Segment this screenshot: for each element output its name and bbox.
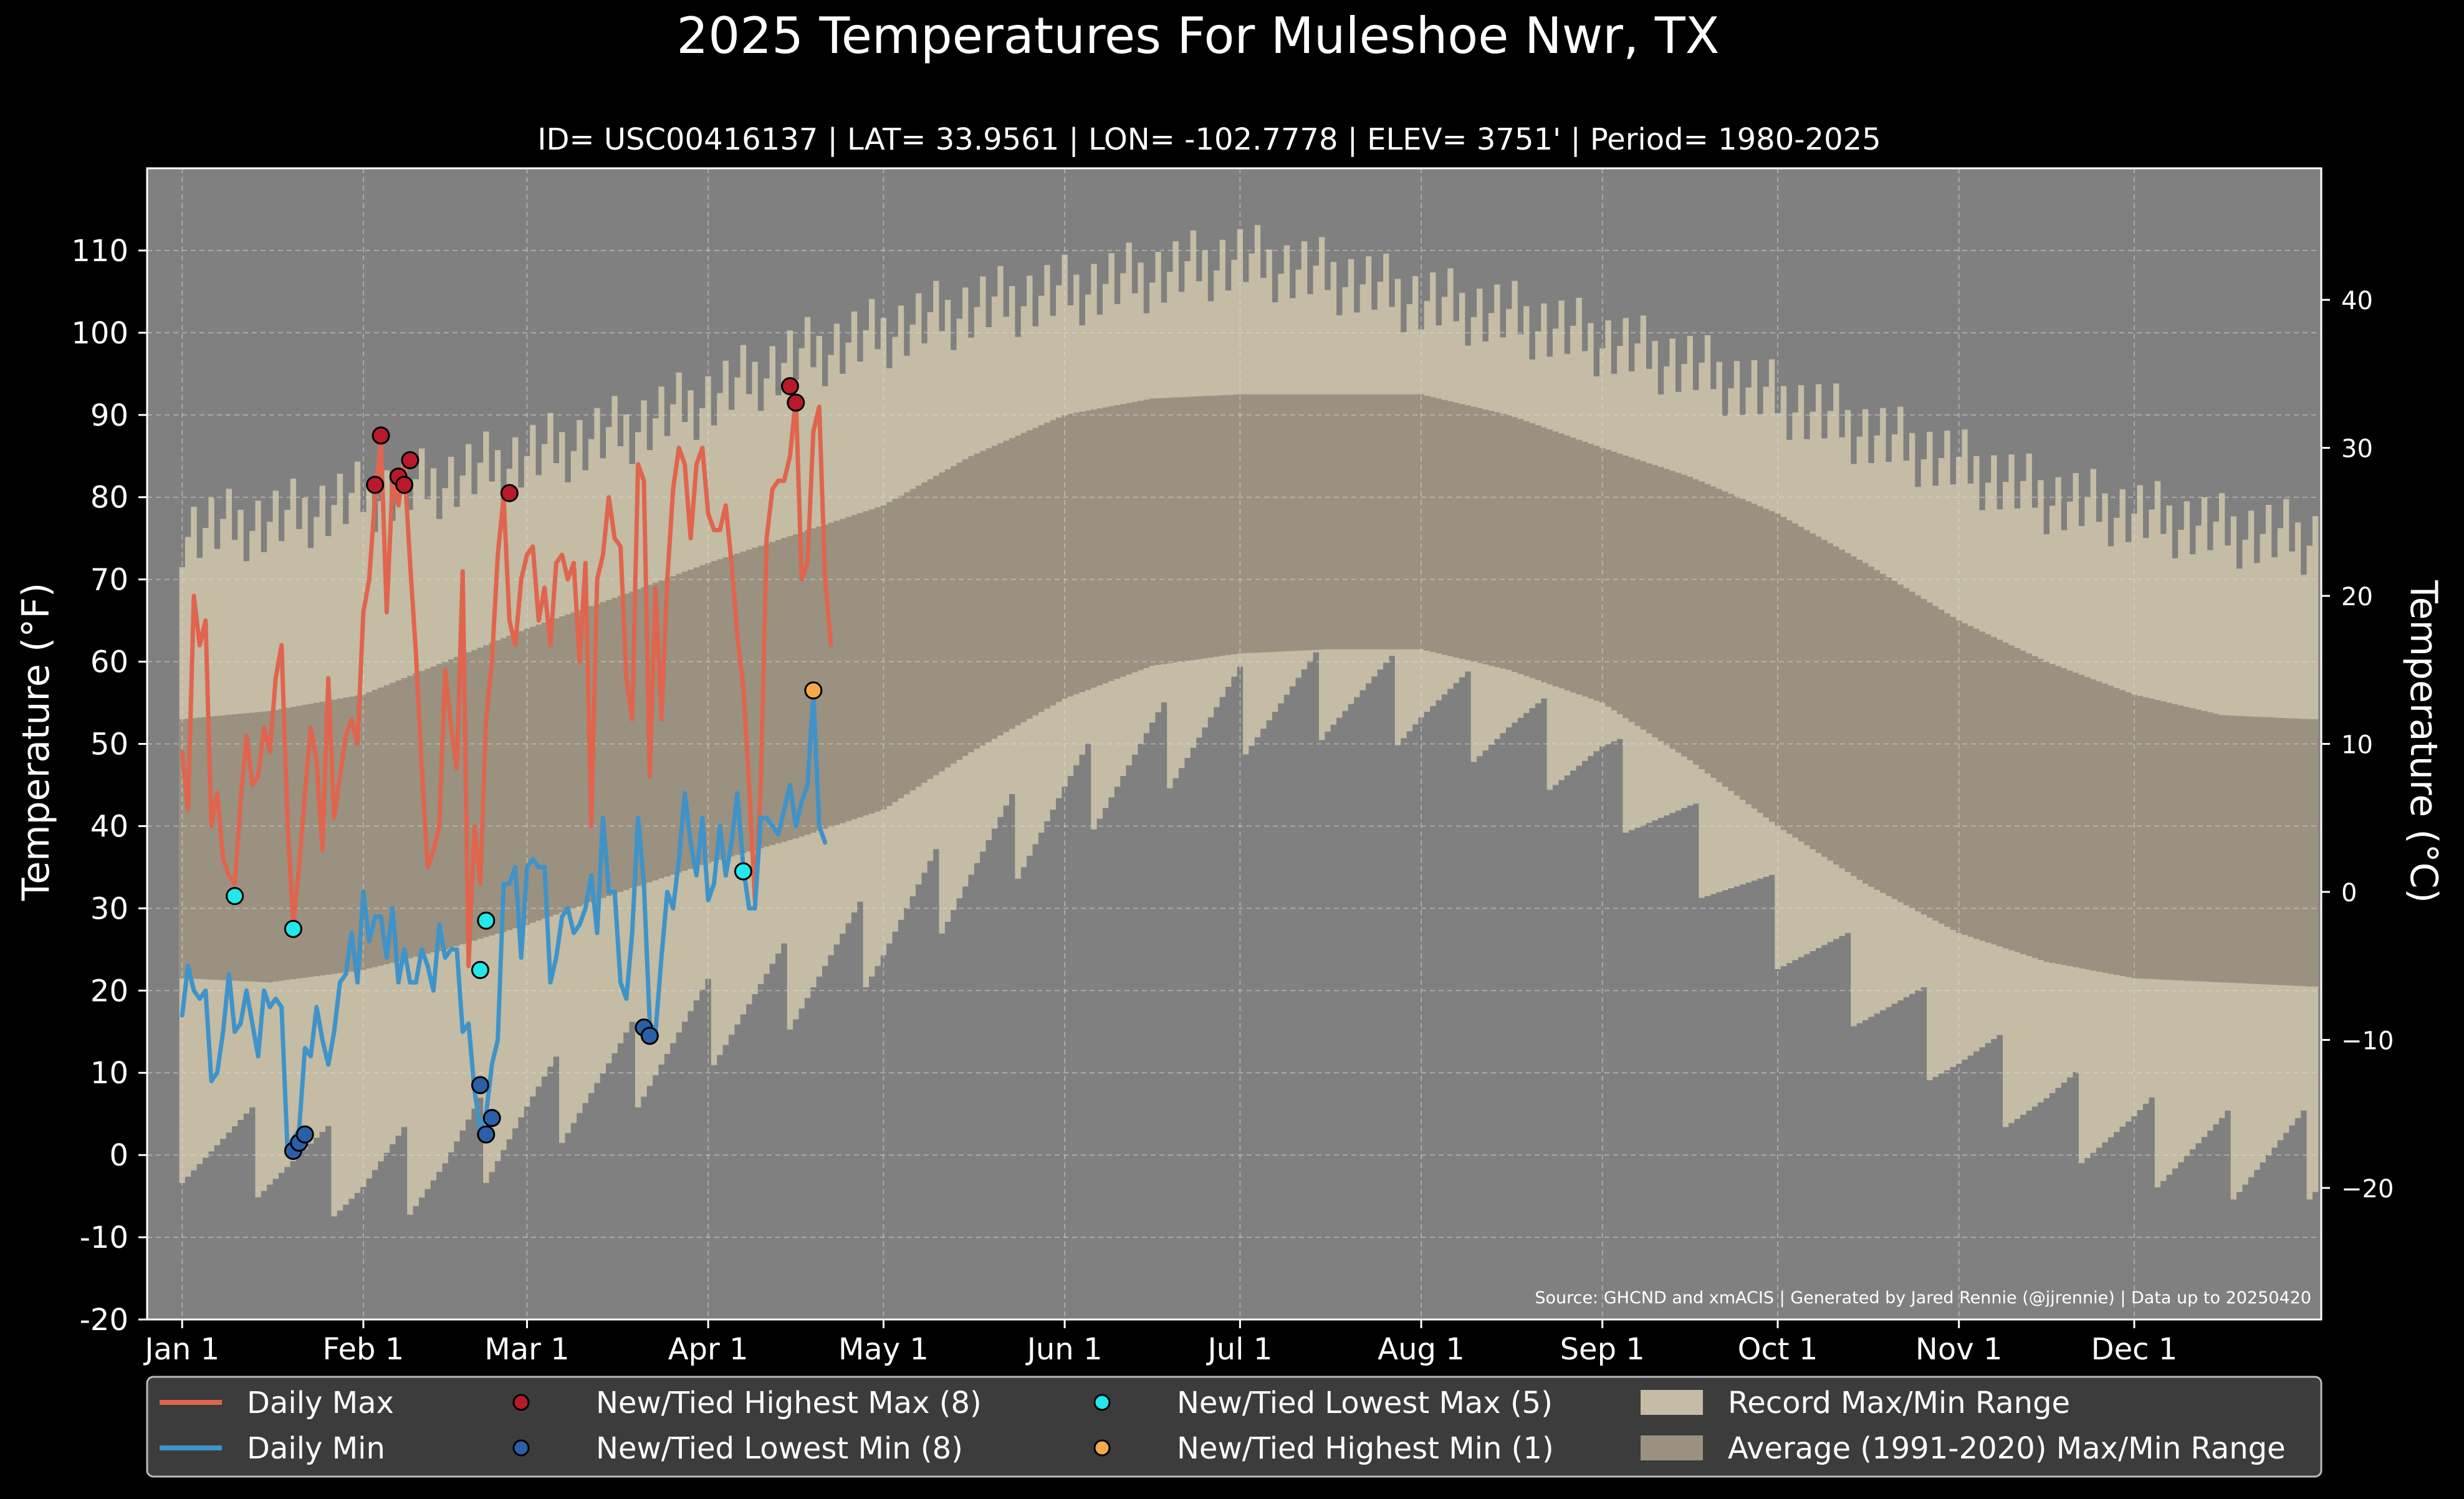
legend-label: Average (1991-2020) Max/Min Range: [1728, 1431, 2286, 1466]
legend-label: New/Tied Highest Max (8): [596, 1386, 982, 1420]
legend-label: New/Tied Highest Min (1): [1177, 1431, 1554, 1466]
y-tick-label-right: 20: [2341, 583, 2373, 611]
x-tick-label: Dec 1: [2091, 1332, 2178, 1367]
legend-label: Daily Max: [247, 1386, 394, 1420]
y-tick-label-right: 30: [2341, 435, 2373, 464]
y-tick-label-left: 50: [90, 727, 128, 762]
legend-swatch-patch: [1641, 1435, 1703, 1460]
marker-highest-max: [787, 393, 805, 412]
x-tick-label: Aug 1: [1378, 1332, 1465, 1367]
marker-lowest-min: [477, 1125, 496, 1144]
marker-highest-max: [366, 476, 385, 494]
y-axis-label-right: Temperature (°C): [2402, 580, 2445, 903]
marker-highest-max: [395, 476, 414, 494]
marker-lowest-max: [226, 887, 244, 906]
legend-swatch-patch: [1641, 1390, 1703, 1415]
legend-swatch-marker: [1093, 1439, 1111, 1457]
y-tick-label-left: -20: [80, 1303, 128, 1338]
marker-highest-min: [804, 681, 823, 700]
legend-swatch-marker: [512, 1394, 530, 1411]
daily-max-line: [180, 396, 833, 969]
x-tick-label: Sep 1: [1560, 1332, 1645, 1367]
x-tick-label: May 1: [838, 1332, 929, 1367]
legend-box: [146, 1376, 2323, 1478]
legend-label: Daily Min: [247, 1431, 385, 1466]
y-tick-label-right: 40: [2341, 287, 2373, 315]
x-tick-label: Jun 1: [1025, 1332, 1103, 1367]
x-tick-label: Nov 1: [1915, 1332, 2002, 1367]
chart-title: 2025 Temperatures For Muleshoe Nwr, TX: [676, 7, 1719, 65]
marker-lowest-max: [284, 919, 302, 938]
marker-lowest-min: [482, 1109, 501, 1128]
x-tick-label: Mar 1: [484, 1332, 569, 1367]
marker-lowest-max: [734, 862, 752, 881]
y-tick-label-left: 80: [90, 481, 128, 515]
y-tick-label-left: 10: [90, 1056, 128, 1091]
marker-lowest-max: [471, 960, 489, 979]
marker-highest-max: [401, 451, 419, 469]
y-tick-label-left: 0: [109, 1138, 128, 1173]
y-tick-label-right: 0: [2341, 879, 2357, 908]
y-tick-label-left: 40: [90, 809, 128, 844]
legend-swatch-marker: [1093, 1394, 1111, 1411]
y-axis-label-left: Temperature (°F): [14, 583, 58, 901]
marker-lowest-max: [477, 911, 496, 930]
source-note: Source: GHCND and xmACIS | Generated by …: [1535, 1288, 2311, 1308]
legend-label: Record Max/Min Range: [1728, 1386, 2070, 1420]
y-tick-label-left: 20: [90, 974, 128, 1008]
marker-highest-max: [780, 377, 799, 396]
y-tick-label-left: 30: [90, 891, 128, 926]
y-tick-label-left: 100: [71, 316, 128, 351]
x-tick-label: Apr 1: [668, 1332, 749, 1367]
y-tick-label-right: −10: [2341, 1027, 2394, 1055]
average-range-band: [179, 394, 2319, 987]
y-tick-label-right: −20: [2341, 1175, 2394, 1204]
legend-label: New/Tied Lowest Min (8): [596, 1431, 963, 1466]
y-tick-label-right: 10: [2341, 731, 2373, 760]
x-tick-label: Oct 1: [1738, 1332, 1818, 1367]
legend-label: New/Tied Lowest Max (5): [1177, 1386, 1553, 1420]
x-tick-label: Feb 1: [323, 1332, 405, 1367]
x-tick-label: Jan 1: [143, 1332, 219, 1367]
record-range-band: [179, 225, 2319, 1217]
y-tick-label-left: 110: [71, 234, 128, 269]
y-tick-label-left: -10: [80, 1220, 128, 1255]
marker-highest-max: [372, 426, 390, 445]
x-tick-label: Jul 1: [1206, 1332, 1273, 1367]
legend: Daily Max Daily Min New/Tied Highest Max (…: [146, 1376, 2323, 1478]
marker-lowest-min: [471, 1076, 489, 1094]
marker-highest-max: [500, 484, 519, 502]
chart-subtitle: ID= USC00416137 | LAT= 33.9561 | LON= -1…: [537, 122, 1881, 157]
y-tick-label-left: 70: [90, 563, 128, 598]
plot-area: -20 -10 0 10 20 30 40 50 60 70 80 90 100 110 −20 −10 0 10…: [71, 167, 2394, 1367]
y-tick-label-left: 60: [90, 645, 128, 680]
marker-lowest-min: [640, 1027, 659, 1045]
y-tick-label-left: 90: [90, 398, 128, 433]
legend-swatch-marker: [512, 1439, 530, 1457]
marker-lowest-min: [295, 1125, 314, 1144]
